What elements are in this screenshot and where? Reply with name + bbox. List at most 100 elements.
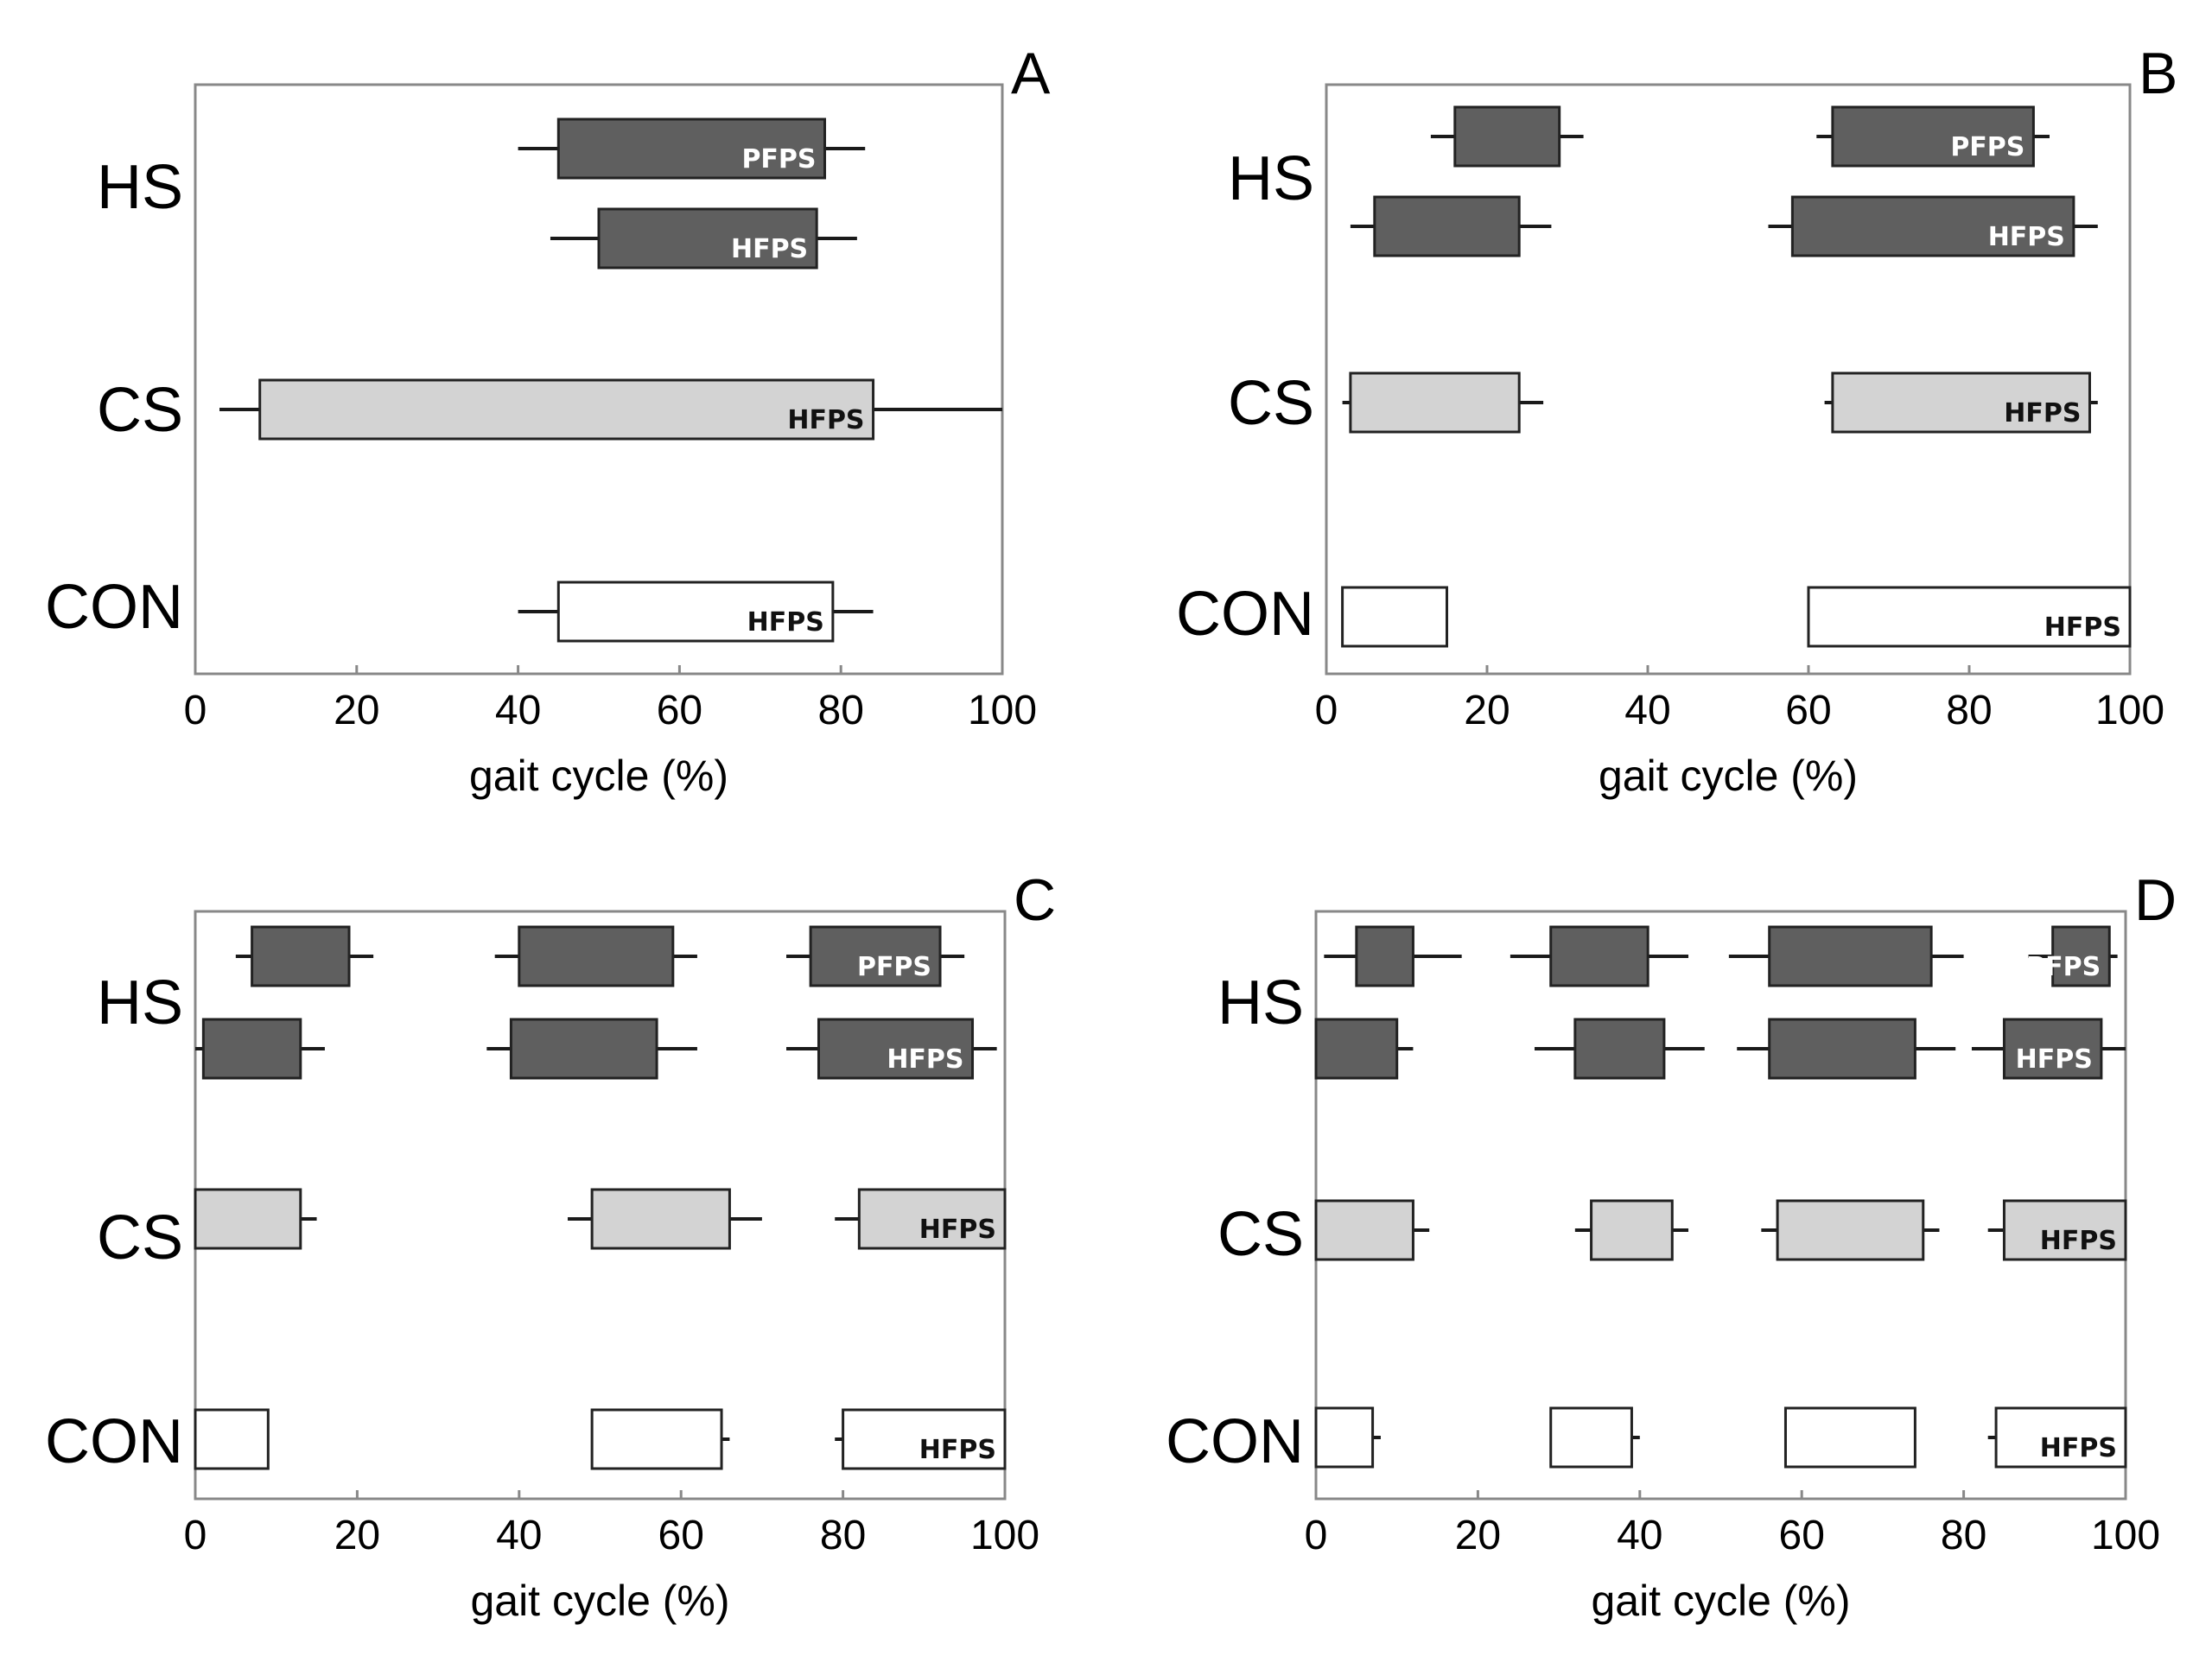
- x-tick-label: 20: [1455, 1513, 1501, 1558]
- panel-label: D: [2134, 867, 2177, 933]
- bar-label-hfps: HFPS: [787, 405, 864, 435]
- bar-label-hfps: HFPS: [1988, 222, 2065, 252]
- bar-hs: [1831, 105, 2035, 168]
- x-tick-label: 100: [970, 1513, 1039, 1558]
- bar-hs: [518, 925, 675, 987]
- bar-hs: [1453, 105, 1561, 168]
- bar-con: [194, 1408, 270, 1470]
- x-tick-label: 60: [657, 688, 702, 733]
- bar-hs: [1355, 925, 1414, 987]
- bar-hs: [509, 1018, 658, 1080]
- group-label-hs: HS: [97, 153, 183, 222]
- bar-hs: [597, 207, 818, 270]
- bar-con: [1807, 586, 2132, 648]
- bar-cs: [258, 378, 875, 441]
- group-label-con: CON: [45, 1407, 183, 1476]
- group-label-hs: HS: [1217, 968, 1304, 1038]
- bar-cs: [2002, 1199, 2127, 1261]
- bar-label-hfps: HFPS: [2004, 398, 2081, 428]
- x-tick-label: 100: [968, 688, 1037, 733]
- x-tick-label: 100: [2095, 688, 2164, 733]
- bar-cs: [857, 1188, 1007, 1250]
- x-tick-label: 60: [1785, 688, 1831, 733]
- bar-hs: [1768, 925, 1933, 987]
- bar-cs: [1590, 1199, 1674, 1261]
- bar-hs: [1373, 195, 1521, 257]
- bar-label-hfps: HFPS: [919, 1435, 996, 1465]
- bar-label-pfps: PFPS: [741, 144, 816, 175]
- x-axis-title: gait cycle (%): [1599, 752, 1858, 800]
- bar-con: [590, 1408, 723, 1470]
- bar-label-pfps: PFPS: [1950, 132, 2024, 162]
- bar-label-hfps: HFPS: [2040, 1226, 2117, 1256]
- x-tick-label: 80: [1941, 1513, 1986, 1558]
- bar-con: [1783, 1406, 1916, 1469]
- bar-label-pfps: PFPS: [2026, 952, 2101, 982]
- group-label-con: CON: [1166, 1407, 1304, 1476]
- panel-label: A: [1011, 41, 1051, 106]
- bar-cs: [1314, 1199, 1414, 1261]
- bar-cs: [1349, 371, 1521, 434]
- x-tick-label: 100: [2091, 1513, 2160, 1558]
- group-label-hs: HS: [1228, 144, 1314, 213]
- bar-label-hfps: HFPS: [731, 234, 808, 264]
- group-label-con: CON: [1176, 580, 1314, 649]
- x-tick-label: 0: [184, 1513, 207, 1558]
- x-tick-label: 20: [1464, 688, 1510, 733]
- bar-con: [842, 1408, 1007, 1470]
- x-tick-label: 40: [1624, 688, 1670, 733]
- bar-label-hfps: HFPS: [2016, 1044, 2093, 1075]
- bar-hs: [556, 117, 827, 180]
- bar-hs: [817, 1018, 975, 1080]
- bar-hs: [1549, 925, 1649, 987]
- bar-hs: [809, 925, 942, 987]
- x-tick-label: 20: [334, 1513, 380, 1558]
- group-label-cs: CS: [97, 1203, 183, 1272]
- bar-cs: [590, 1188, 731, 1250]
- bar-hs: [1790, 195, 2075, 257]
- bar-label-hfps: HFPS: [2044, 612, 2121, 643]
- plot-frame: [194, 83, 1004, 676]
- x-tick-label: 80: [820, 1513, 866, 1558]
- bar-cs: [1776, 1199, 1925, 1261]
- x-tick-label: 0: [1315, 688, 1338, 733]
- bar-hs: [2051, 925, 2111, 987]
- group-label-cs: CS: [1228, 369, 1314, 438]
- panel-a: A 0 20 40 60 80 100 gait cycle (%) HS CS CON PFPS HF…: [45, 41, 1051, 800]
- bar-hs: [1314, 1018, 1399, 1080]
- x-tick-label: 80: [1946, 688, 1992, 733]
- bar-label-hfps: HFPS: [887, 1044, 963, 1075]
- x-tick-label: 20: [334, 688, 379, 733]
- bar-cs: [1831, 371, 2091, 434]
- bar-con: [1994, 1406, 2127, 1469]
- bar-label-pfps: PFPS: [857, 952, 931, 982]
- bar-hs: [251, 925, 351, 987]
- x-tick-label: 40: [1617, 1513, 1662, 1558]
- x-tick-label: 40: [495, 688, 541, 733]
- plot-frame: [1325, 83, 2132, 676]
- panel-d: D 0 20 40 60 80 100 gait cycle (%) HS CS CON PFPS HF…: [1166, 867, 2177, 1625]
- group-label-hs: HS: [97, 968, 183, 1038]
- x-axis-title: gait cycle (%): [470, 1577, 729, 1625]
- bar-con: [1341, 586, 1448, 648]
- panel-b: B 0 20 40 60 80 100 gait cycle (%) HS CS CON PFPS HF…: [1176, 41, 2177, 800]
- x-tick-label: 40: [496, 1513, 542, 1558]
- group-label-cs: CS: [97, 376, 183, 445]
- x-axis-title: gait cycle (%): [1591, 1577, 1850, 1625]
- panel-label: B: [2139, 41, 2177, 106]
- bar-hs: [1573, 1018, 1666, 1080]
- bar-hs: [201, 1018, 302, 1080]
- bar-label-hfps: HFPS: [747, 607, 824, 638]
- bar-label-hfps: HFPS: [2040, 1433, 2117, 1463]
- x-tick-label: 0: [184, 688, 207, 733]
- bar-hs: [1768, 1018, 1916, 1080]
- panel-label: C: [1014, 867, 1056, 933]
- x-tick-label: 60: [658, 1513, 704, 1558]
- group-label-cs: CS: [1217, 1200, 1304, 1269]
- bar-con: [1314, 1406, 1375, 1469]
- panel-c: C 0 20 40 60 80 100 gait cycle (%) HS CS CON PFPS HF…: [45, 867, 1056, 1625]
- x-tick-label: 60: [1779, 1513, 1825, 1558]
- bar-label-hfps: HFPS: [919, 1215, 996, 1245]
- group-label-con: CON: [45, 573, 183, 642]
